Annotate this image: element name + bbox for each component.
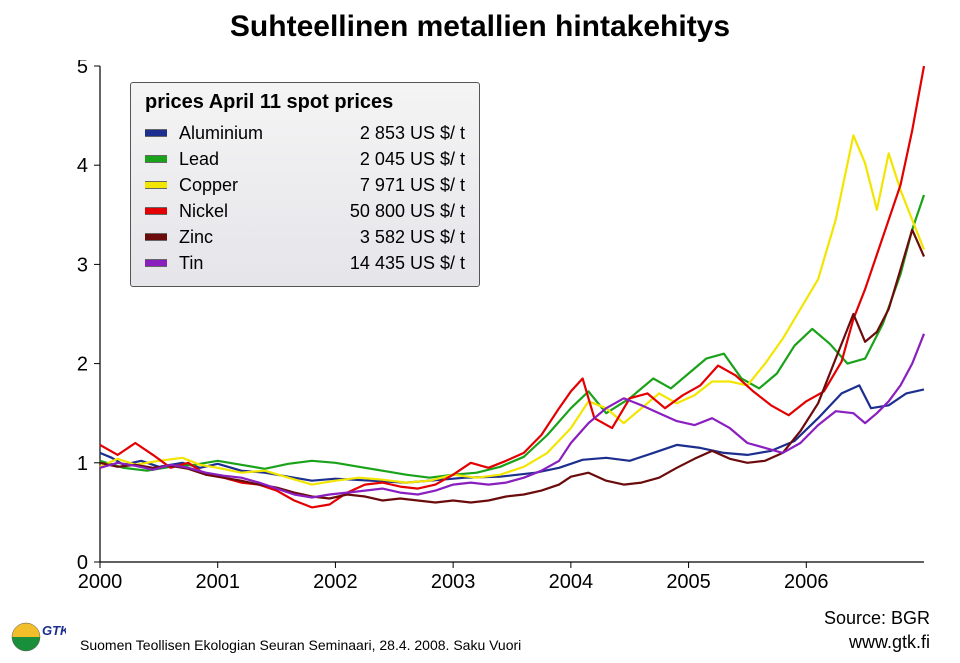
y-tick-label: 3 [77, 254, 88, 276]
legend-value: 2 045 US $/ t [289, 149, 465, 170]
legend-swatch [145, 129, 167, 137]
legend-row: Aluminium2 853 US $/ t [145, 120, 465, 146]
y-tick-label: 1 [77, 453, 88, 475]
footer-text: Suomen Teollisen Ekologian Seuran Semina… [80, 637, 521, 653]
series-line-tin [100, 334, 924, 498]
page-title: Suhteellinen metallien hintakehitys [0, 10, 960, 44]
footer-link: www.gtk.fi [849, 632, 930, 653]
legend-value: 2 853 US $/ t [289, 123, 465, 144]
legend-title: prices April 11 spot prices [145, 91, 465, 114]
chart-legend: prices April 11 spot prices Aluminium2 8… [130, 82, 480, 287]
legend-name: Aluminium [179, 123, 289, 144]
x-tick-label: 2006 [784, 571, 829, 593]
x-tick-label: 2002 [313, 571, 358, 593]
y-tick-label: 5 [77, 60, 88, 78]
x-tick-label: 2001 [195, 571, 240, 593]
source-text: Source: BGR [824, 608, 930, 629]
legend-value: 7 971 US $/ t [289, 175, 465, 196]
x-tick-label: 2003 [431, 571, 476, 593]
x-tick-label: 2000 [78, 571, 123, 593]
legend-swatch [145, 233, 167, 241]
legend-swatch [145, 259, 167, 267]
svg-text:GTK: GTK [42, 623, 66, 638]
legend-value: 50 800 US $/ t [289, 201, 465, 222]
x-tick-label: 2005 [666, 571, 711, 593]
legend-value: 14 435 US $/ t [289, 253, 465, 274]
legend-row: Nickel50 800 US $/ t [145, 198, 465, 224]
legend-name: Zinc [179, 227, 289, 248]
legend-name: Copper [179, 175, 289, 196]
legend-row: Lead2 045 US $/ t [145, 146, 465, 172]
legend-row: Zinc3 582 US $/ t [145, 224, 465, 250]
x-tick-label: 2004 [549, 571, 594, 593]
legend-name: Nickel [179, 201, 289, 222]
legend-swatch [145, 207, 167, 215]
legend-name: Lead [179, 149, 289, 170]
legend-swatch [145, 155, 167, 163]
legend-value: 3 582 US $/ t [289, 227, 465, 248]
legend-row: Copper7 971 US $/ t [145, 172, 465, 198]
legend-name: Tin [179, 253, 289, 274]
legend-swatch [145, 181, 167, 189]
legend-row: Tin14 435 US $/ t [145, 250, 465, 276]
y-tick-label: 2 [77, 354, 88, 376]
y-tick-label: 4 [77, 155, 88, 177]
gtk-logo: GTK [10, 615, 66, 655]
